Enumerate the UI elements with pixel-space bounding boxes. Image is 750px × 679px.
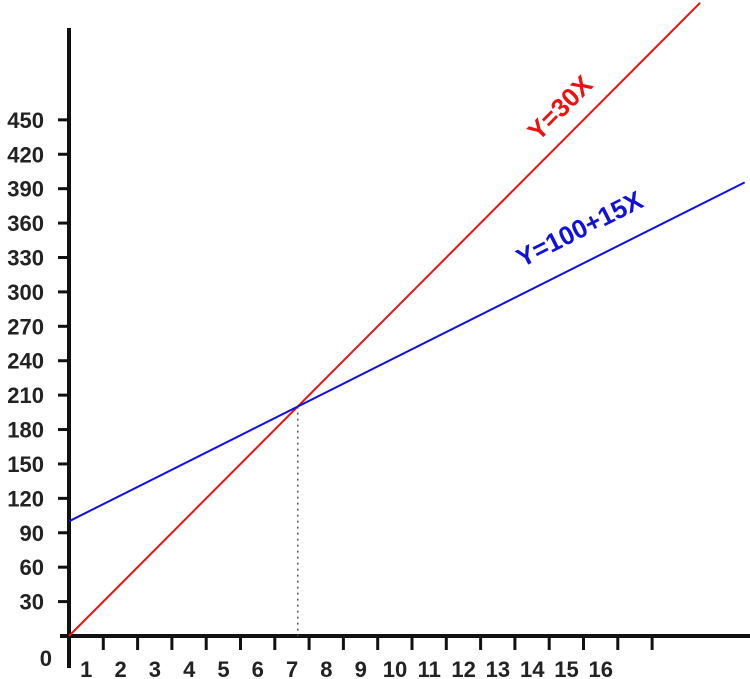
y-tick-label: 420 bbox=[7, 142, 44, 167]
x-tick-label: 2 bbox=[114, 657, 126, 679]
series-lines bbox=[68, 2, 746, 637]
y-tick-label: 300 bbox=[7, 280, 44, 305]
x-tick-label: 15 bbox=[554, 657, 578, 679]
y-tick-label: 390 bbox=[7, 177, 44, 202]
x-tick-label: 14 bbox=[520, 657, 545, 679]
series-label: Y=30X bbox=[522, 69, 599, 146]
y-tick-label: 330 bbox=[7, 245, 44, 270]
x-tick-label: 11 bbox=[418, 657, 441, 679]
y-tick-label: 90 bbox=[20, 521, 44, 546]
y-tick-label: 180 bbox=[7, 418, 44, 443]
y-tick-label: 210 bbox=[7, 383, 44, 408]
y-tick-label: 60 bbox=[20, 555, 44, 580]
x-tick-label: 7 bbox=[286, 657, 298, 679]
series-line bbox=[68, 2, 701, 637]
x-tick-label: 1 bbox=[80, 657, 92, 679]
y-tick-label: 270 bbox=[7, 314, 44, 339]
x-tick-label: 6 bbox=[252, 657, 264, 679]
x-tick-label: 12 bbox=[451, 657, 475, 679]
x-tick-label: 16 bbox=[589, 657, 613, 679]
x-tick-label: 10 bbox=[383, 657, 407, 679]
y-tick-label: 30 bbox=[20, 590, 44, 615]
y-ticks: 30 60 90 120 150 180 210 240 270 300 330 360 390 420 4… bbox=[7, 108, 69, 615]
y-tick-label: 120 bbox=[7, 486, 44, 511]
series-line bbox=[68, 181, 746, 523]
y-tick-label: 240 bbox=[7, 349, 44, 374]
x-tick-label: 13 bbox=[486, 657, 510, 679]
x-ticks: 1 2 3 4 5 6 7 8 9 10 11 12 13 14 15 16 bbox=[80, 636, 654, 679]
x-tick-label: 8 bbox=[320, 657, 332, 679]
x-tick-label: 5 bbox=[217, 657, 229, 679]
x-tick-label: 3 bbox=[149, 657, 161, 679]
y-tick-label: 150 bbox=[7, 452, 44, 477]
x-tick-label: 9 bbox=[355, 657, 367, 679]
origin-label: 0 bbox=[40, 646, 52, 671]
y-tick-label: 450 bbox=[7, 108, 44, 133]
series-label: Y=100+15X bbox=[511, 184, 648, 273]
axes bbox=[60, 28, 750, 668]
y-tick-label: 360 bbox=[7, 211, 44, 236]
x-tick-label: 4 bbox=[183, 657, 196, 679]
